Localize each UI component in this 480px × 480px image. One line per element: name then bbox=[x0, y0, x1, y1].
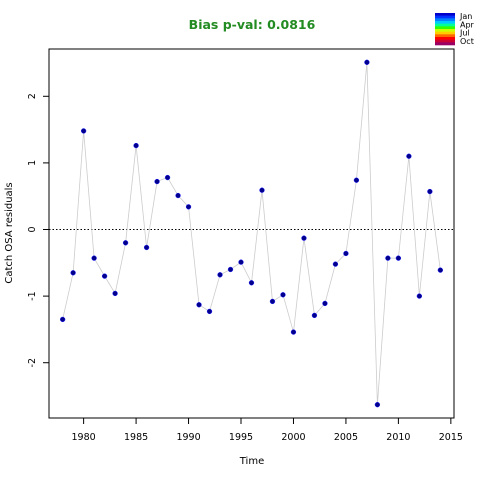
data-point bbox=[427, 188, 433, 195]
legend-swatch bbox=[435, 23, 455, 27]
legend-swatch bbox=[435, 39, 455, 43]
data-point bbox=[59, 316, 66, 323]
legend-swatch bbox=[435, 31, 455, 35]
data-points bbox=[59, 59, 444, 408]
data-point bbox=[248, 280, 255, 286]
data-point bbox=[185, 204, 192, 210]
x-tick-label: 1995 bbox=[229, 432, 253, 443]
data-point bbox=[80, 128, 87, 134]
x-tick-label: 1980 bbox=[72, 432, 96, 443]
data-point bbox=[322, 300, 328, 307]
chart-title: Bias p-val: 0.0816 bbox=[189, 17, 316, 32]
data-point bbox=[196, 302, 202, 308]
data-point bbox=[374, 402, 381, 408]
legend-label: Jul bbox=[459, 29, 470, 38]
data-point bbox=[227, 266, 234, 273]
x-tick-label: 2000 bbox=[281, 432, 305, 443]
series-connector-line bbox=[62, 62, 441, 405]
data-point bbox=[269, 298, 276, 305]
legend-label: Oct bbox=[460, 37, 474, 46]
data-point bbox=[143, 244, 150, 251]
data-point bbox=[343, 250, 349, 257]
plot-frame bbox=[48, 48, 455, 419]
data-point bbox=[385, 255, 391, 261]
x-tick-label: 2015 bbox=[439, 432, 463, 443]
data-point bbox=[364, 59, 370, 65]
data-point bbox=[395, 255, 402, 261]
data-point bbox=[311, 312, 318, 319]
data-point bbox=[290, 329, 297, 335]
data-point bbox=[91, 255, 97, 261]
legend-swatch bbox=[435, 37, 455, 40]
data-point bbox=[164, 174, 171, 181]
data-point bbox=[259, 187, 265, 193]
data-point bbox=[133, 142, 139, 149]
x-tick-label: 2005 bbox=[334, 432, 358, 443]
y-tick-label: 0 bbox=[27, 226, 38, 232]
y-tick-label: -2 bbox=[27, 358, 38, 367]
legend-label: Jan bbox=[459, 12, 472, 21]
x-tick-label: 2010 bbox=[386, 432, 410, 443]
data-point bbox=[101, 273, 108, 279]
y-tick-label: 2 bbox=[27, 93, 38, 99]
data-point bbox=[301, 235, 307, 241]
x-tick-label: 1990 bbox=[176, 432, 200, 443]
legend-swatch bbox=[435, 15, 455, 19]
legend-swatch bbox=[435, 18, 455, 22]
data-point bbox=[154, 178, 160, 185]
data-point bbox=[437, 267, 444, 273]
legend-swatch bbox=[435, 42, 455, 46]
data-point bbox=[122, 240, 129, 246]
legend-swatch bbox=[435, 29, 455, 32]
x-tick-label: 1985 bbox=[124, 432, 148, 443]
x-axis: 1980 1985 1990 1995 2000 2005 2010 2015 bbox=[72, 418, 463, 443]
x-axis-label: Time bbox=[239, 456, 264, 467]
data-point bbox=[206, 308, 213, 315]
legend-swatch bbox=[435, 13, 455, 16]
data-point bbox=[406, 153, 412, 159]
legend-swatch bbox=[435, 34, 455, 38]
data-point bbox=[70, 270, 76, 276]
y-tick-label: -1 bbox=[27, 291, 38, 300]
y-axis: -2 -1 0 1 2 bbox=[27, 93, 49, 367]
y-tick-label: 1 bbox=[27, 160, 38, 166]
legend-label: Apr bbox=[460, 20, 475, 29]
legend-swatch bbox=[435, 21, 455, 24]
y-axis-label: Catch OSA residuals bbox=[4, 182, 15, 283]
legend-swatch bbox=[435, 26, 455, 30]
data-point bbox=[353, 177, 360, 183]
data-point bbox=[112, 290, 118, 297]
data-point bbox=[280, 292, 286, 298]
data-point bbox=[175, 192, 181, 199]
data-point bbox=[238, 259, 244, 265]
data-point bbox=[416, 293, 423, 299]
data-point bbox=[217, 272, 223, 278]
data-point bbox=[332, 261, 339, 267]
